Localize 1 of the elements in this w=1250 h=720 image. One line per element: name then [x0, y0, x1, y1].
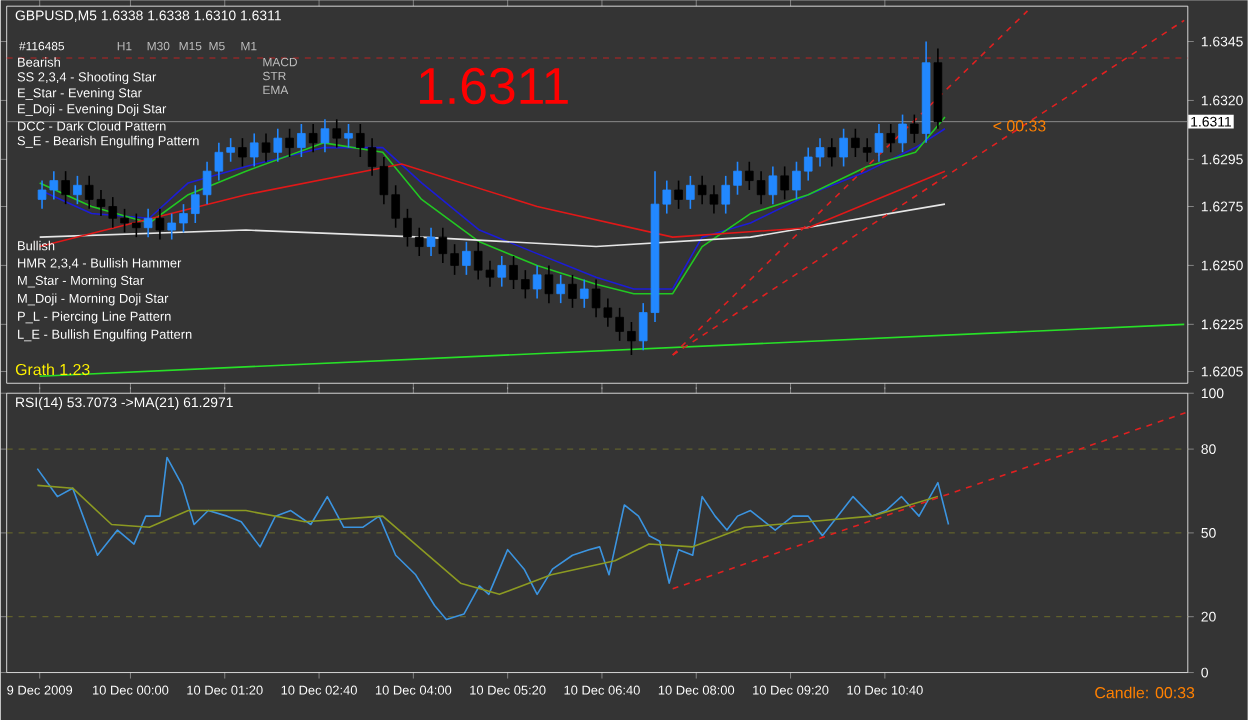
- annotation: 1.6311: [420, 67, 568, 105]
